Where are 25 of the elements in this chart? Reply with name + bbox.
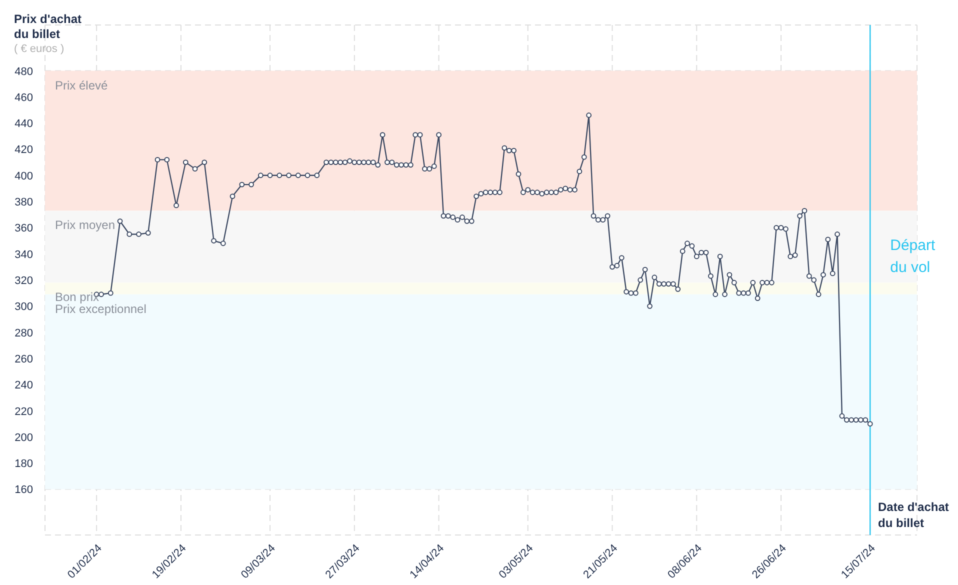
band-label: Prix élevé [55, 78, 108, 92]
y-tick-label: 340 [14, 248, 33, 261]
y-tick-label: 480 [14, 66, 33, 78]
y-tick-label: 420 [14, 144, 33, 156]
y-tick-label: 440 [14, 118, 33, 130]
y-tick-label: 320 [14, 275, 33, 287]
band-label: Prix exceptionnel [55, 302, 146, 316]
annotation: ( € euros ) [14, 42, 66, 57]
y-tick-label: 460 [14, 92, 33, 104]
x-axis-title: Date d'achat du billet [878, 499, 949, 531]
y-tick-label: 240 [14, 380, 33, 392]
y-tick-label: 160 [14, 484, 33, 496]
y-tick-label: 300 [14, 301, 33, 314]
y-tick-label: 260 [14, 353, 33, 366]
y-tick-label: 200 [14, 432, 33, 444]
y-tick-label: 380 [14, 196, 33, 209]
y-axis-title: Prix d'achat du billet [14, 12, 82, 42]
y-tick-label: 180 [14, 458, 33, 470]
ref-line-label: Départ du vol [890, 237, 936, 276]
band-label: Bon prix [55, 290, 100, 304]
y-tick-label: 400 [14, 170, 33, 182]
band-label: Prix moyen [55, 218, 116, 232]
y-tick-label: 220 [14, 406, 33, 418]
y-tick-label: 360 [14, 222, 33, 235]
y-tick-label: 280 [14, 327, 33, 340]
